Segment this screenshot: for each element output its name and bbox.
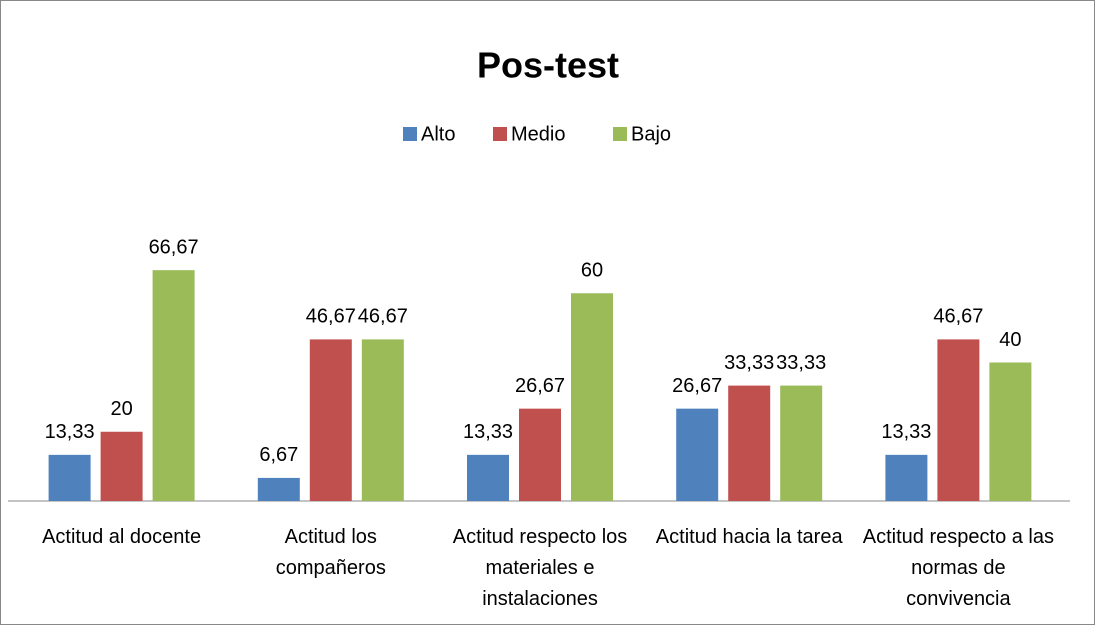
bar (361, 339, 404, 501)
bar (728, 385, 771, 501)
data-label: 26,67 (515, 375, 565, 397)
bar (937, 339, 980, 501)
bar (780, 385, 823, 501)
x-tick-label: Actitud al docente (42, 526, 202, 548)
legend-swatch (493, 127, 507, 141)
legend-label: Medio (511, 123, 565, 145)
bar (309, 339, 352, 501)
data-label: 20 (110, 398, 132, 420)
data-label: 46,67 (933, 306, 983, 328)
bar (885, 454, 928, 501)
data-label: 13,33 (463, 421, 513, 443)
bar (152, 270, 195, 501)
data-label: 6,67 (259, 444, 298, 466)
data-label: 46,67 (306, 306, 356, 328)
data-label: 13,33 (881, 421, 931, 443)
legend-label: Bajo (631, 123, 671, 145)
bar (519, 408, 561, 501)
data-label: 40 (999, 329, 1021, 351)
data-label: 26,67 (672, 375, 722, 397)
data-label: 46,67 (358, 306, 408, 328)
bar (467, 454, 509, 501)
legend-label: Alto (421, 123, 455, 145)
x-tick-label: Actitud respecto a las normas de convive… (862, 526, 1054, 610)
data-label: 13,33 (45, 421, 95, 443)
legend-swatch (613, 127, 627, 141)
legend-swatch (403, 127, 417, 141)
bar (257, 477, 300, 501)
bar (989, 362, 1032, 501)
bar (571, 293, 613, 501)
x-tick-label: Actitud respecto los materiales e instal… (452, 526, 628, 610)
data-label: 33,33 (776, 352, 826, 374)
x-tick-label: Actitud los compañeros (275, 526, 386, 579)
data-label: 33,33 (724, 352, 774, 374)
chart-title: Pos-test (477, 45, 619, 86)
bar (100, 431, 143, 501)
bar (48, 454, 91, 501)
data-label: 60 (581, 260, 603, 282)
x-tick-label: Actitud hacia la tarea (655, 526, 843, 548)
bar (676, 408, 719, 501)
data-label: 66,67 (149, 236, 199, 258)
